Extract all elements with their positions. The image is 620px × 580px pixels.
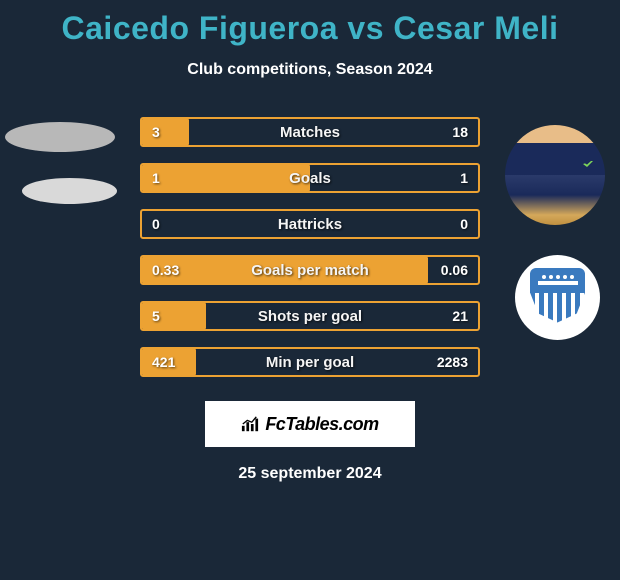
stat-right-value: 1 (460, 170, 468, 186)
stat-row: 5 Shots per goal 21 (140, 301, 480, 331)
stat-right-value: 18 (452, 124, 468, 140)
player2-avatar (505, 125, 605, 225)
brand-chart-icon (241, 415, 259, 433)
subtitle: Club competitions, Season 2024 (0, 61, 620, 79)
player2-club-logo (515, 255, 600, 340)
stats-bars: 3 Matches 18 1 Goals 1 0 Hattricks 0 0.33 Goals pe… (140, 117, 480, 377)
brand-text: FcTables.com (265, 414, 378, 435)
emelec-badge-icon (530, 268, 585, 328)
player1-avatar (5, 122, 115, 152)
stat-label: Hattricks (278, 216, 342, 233)
stat-label: Min per goal (266, 354, 354, 371)
stat-left-value: 3 (152, 124, 160, 140)
brand-box: FcTables.com (205, 401, 415, 447)
stat-row: 0.33 Goals per match 0.06 (140, 255, 480, 285)
stat-label: Shots per goal (258, 308, 362, 325)
stat-row: 1 Goals 1 (140, 163, 480, 193)
vs-text: vs (347, 10, 384, 46)
stat-label: Goals (289, 170, 331, 187)
stat-right-value: 21 (452, 308, 468, 324)
stat-label: Matches (280, 124, 340, 141)
stat-row: 421 Min per goal 2283 (140, 347, 480, 377)
stat-label: Goals per match (251, 262, 369, 279)
stat-row: 0 Hattricks 0 (140, 209, 480, 239)
player1-name: Caicedo Figueroa (62, 10, 339, 46)
stat-right-value: 0.06 (441, 262, 468, 278)
stat-left-value: 0 (152, 216, 160, 232)
stat-right-value: 2283 (437, 354, 468, 370)
stat-fill (142, 165, 310, 191)
player2-name: Cesar Meli (393, 10, 558, 46)
page-title: Caicedo Figueroa vs Cesar Meli (0, 0, 620, 47)
stat-right-value: 0 (460, 216, 468, 232)
stat-left-value: 0.33 (152, 262, 179, 278)
stat-left-value: 1 (152, 170, 160, 186)
player1-club-logo (22, 178, 117, 204)
stat-left-value: 421 (152, 354, 175, 370)
footer-date: 25 september 2024 (0, 465, 620, 483)
stat-fill (142, 119, 189, 145)
stat-left-value: 5 (152, 308, 160, 324)
stat-row: 3 Matches 18 (140, 117, 480, 147)
